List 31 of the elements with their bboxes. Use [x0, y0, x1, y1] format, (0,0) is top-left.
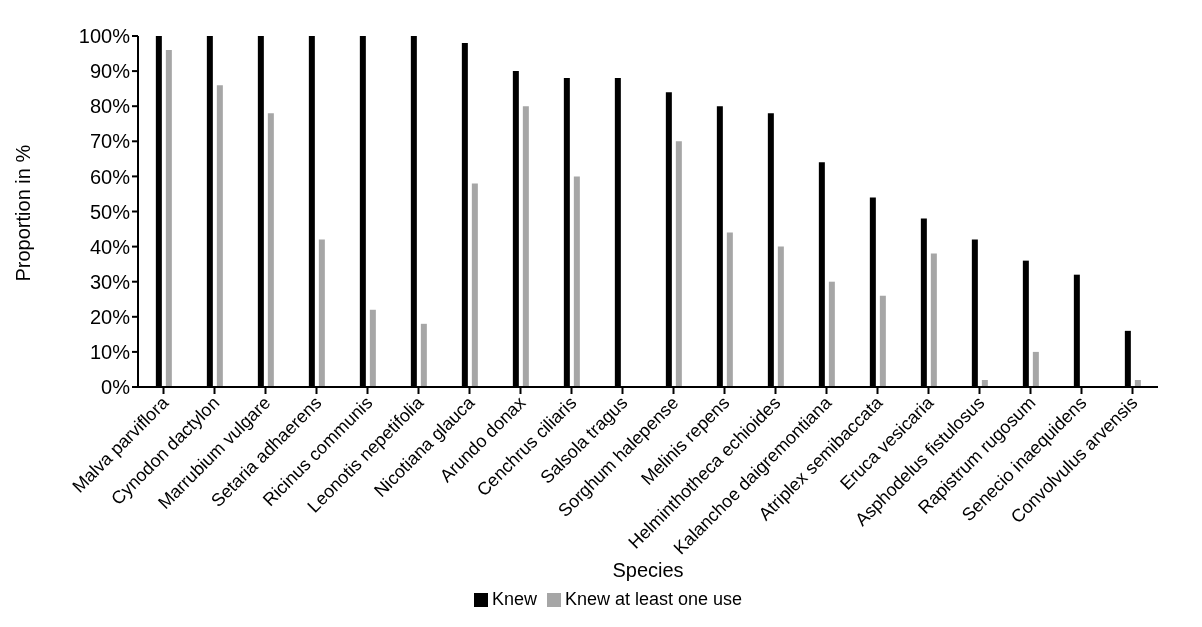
- bar: [675, 141, 682, 387]
- legend-label: Knew at least one use: [564, 589, 743, 609]
- y-tick-label: 90%: [89, 60, 131, 83]
- bar: [930, 253, 937, 387]
- y-tick-label: 80%: [89, 95, 131, 118]
- y-tick-label: 50%: [89, 200, 131, 223]
- y-tick-label: 40%: [89, 235, 131, 258]
- bar: [1032, 351, 1039, 387]
- bar: [267, 113, 274, 387]
- bar: [879, 295, 886, 387]
- y-tick-label: 0%: [101, 376, 131, 399]
- bar: [471, 183, 478, 387]
- bar: [420, 323, 427, 387]
- bar: [522, 106, 529, 387]
- y-tick-label: 10%: [89, 341, 131, 363]
- bar: [726, 232, 733, 387]
- y-axis-title: Proportion in %: [12, 144, 35, 282]
- y-tick-label: 30%: [89, 270, 131, 293]
- y-tick-label: 20%: [89, 305, 131, 328]
- bar: [828, 281, 835, 387]
- y-tick-label: 70%: [89, 130, 131, 153]
- bar: [777, 246, 784, 387]
- y-tick-label: 60%: [89, 165, 131, 188]
- y-tick-label: 100%: [78, 25, 131, 48]
- bar: [369, 309, 376, 387]
- bar: [318, 239, 325, 387]
- x-axis-title: Species: [612, 559, 684, 581]
- bar: [165, 50, 172, 387]
- bar: [216, 85, 223, 387]
- legend-label: Knew: [491, 589, 537, 609]
- bar: [573, 176, 580, 387]
